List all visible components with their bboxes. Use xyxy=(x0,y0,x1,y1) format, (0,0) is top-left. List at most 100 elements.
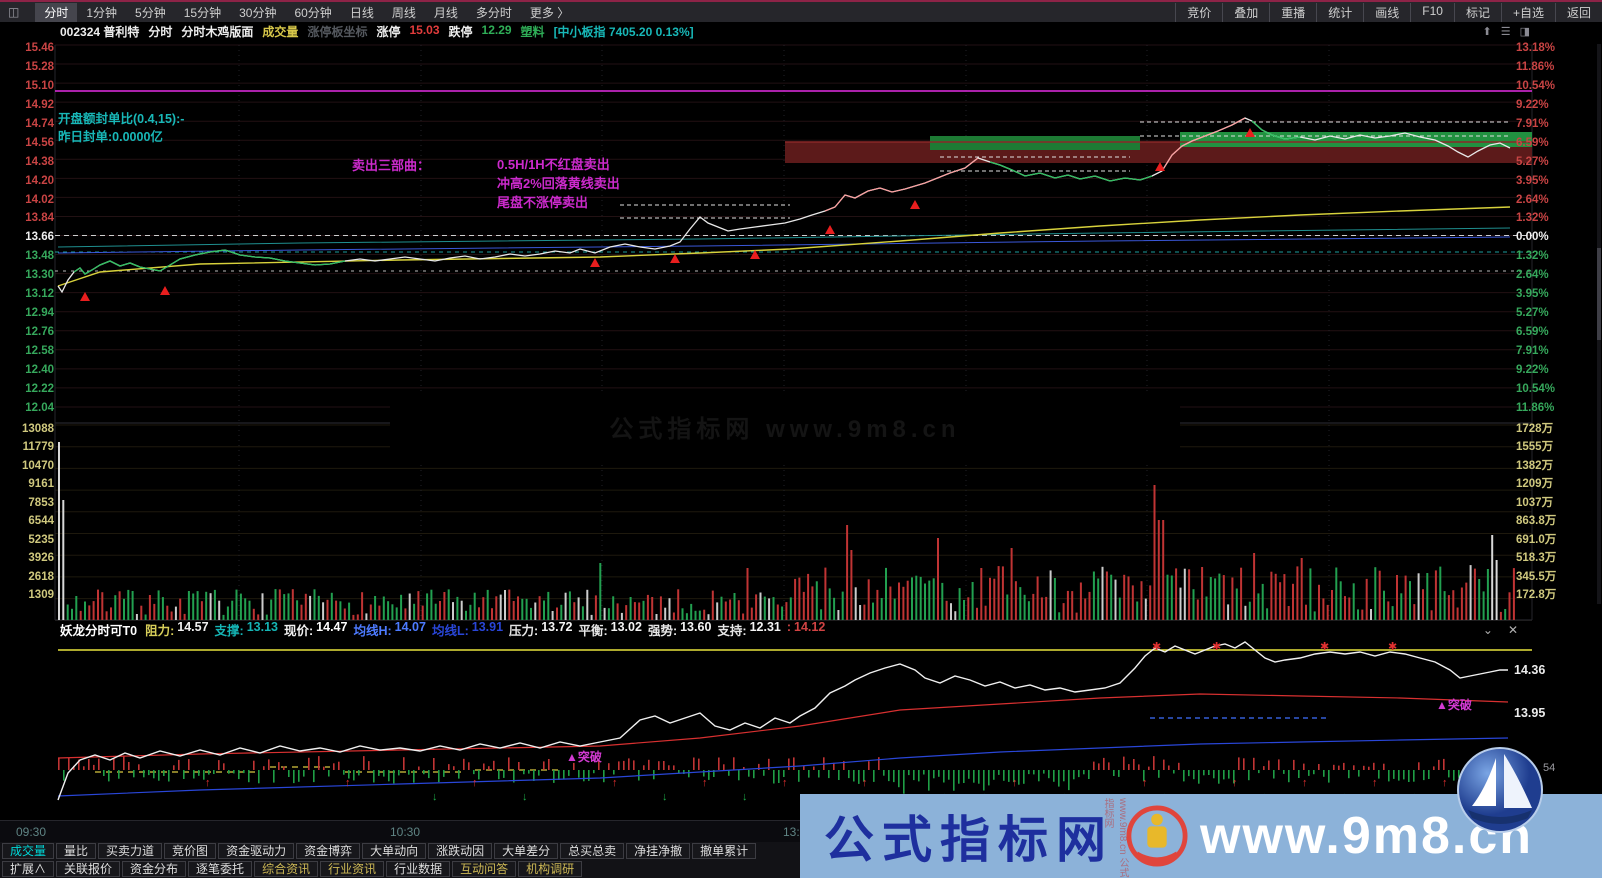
bottom-tab[interactable]: 净挂净撤 xyxy=(626,842,691,859)
watermark-site-name: 公式指标网 xyxy=(824,812,1114,868)
bottom-tab[interactable]: 成交量 xyxy=(2,842,55,859)
bottom-tab[interactable]: 大单差分 xyxy=(494,842,559,859)
info-bar-icons: ⬆ ☰ ◨ xyxy=(1483,25,1531,38)
volume-tick: 1037万 xyxy=(1516,496,1554,509)
breakout-label: ▲突破 xyxy=(1436,698,1472,712)
bottom-tab[interactable]: 互动问答 xyxy=(452,860,517,877)
svg-text:↑: ↑ xyxy=(1142,777,1148,789)
bottom-tab[interactable]: 竞价图 xyxy=(164,842,217,859)
period-menu-item[interactable]: 日线 xyxy=(349,5,374,20)
sell-rule-line: 0.5H/1H不红盘卖出 xyxy=(497,157,610,172)
bottom-tab[interactable]: 资金分布 xyxy=(122,860,187,877)
period-menu-item[interactable]: 5分钟 xyxy=(135,5,166,20)
volume-tick: 10470 xyxy=(22,459,54,472)
indicator-field: 均线H: 14.07 xyxy=(353,620,426,638)
indicator-field: :14.12 xyxy=(786,620,826,634)
stock-info-segment: 涨停 xyxy=(376,24,401,39)
top-menu-bar: ◫ 分时 1分钟 5分钟 15分钟 30分钟 60分钟 日线 周线 月线 多分时 更多 〉 竞价 叠加… xyxy=(0,0,1602,22)
tool-menu-item[interactable]: 画线 xyxy=(1363,2,1410,22)
price-tick: 13.66 xyxy=(25,231,54,244)
sell-rule-title: 卖出三部曲： xyxy=(352,158,431,173)
volume-tick: 1728万 xyxy=(1516,423,1554,435)
indicator-field: 阻力: 14.57 xyxy=(145,620,209,638)
volume-tick: 2618 xyxy=(28,570,54,583)
indicator-field: 压力: 13.72 xyxy=(509,620,573,638)
bottom-tab[interactable]: 资金驱动力 xyxy=(218,842,295,859)
bottom-tab[interactable]: 行业资讯 xyxy=(320,860,385,877)
volume-tick: 7853 xyxy=(28,496,54,509)
bottom-tab[interactable]: 逐笔委托 xyxy=(188,860,253,877)
indicator-subchart[interactable]: ↑↑↑↑↑↑↑↑↑↑↑↑↑↑↓↓↓↓↓↓↓↓↓↓↓↓↓ xyxy=(0,640,1602,822)
bottom-tab[interactable]: 综合资讯 xyxy=(254,860,319,877)
bottom-tab[interactable]: 大单动向 xyxy=(362,842,427,859)
stock-info-bar: 002324 普利特 分时 分时木鸡版面 成交量 涨停板坐标 涨停 15.03 跌停 12.29… xyxy=(0,22,1602,40)
volume-tick: 9161 xyxy=(28,478,54,491)
blacked-watermark-box: 公式指标网 www.9m8.cn xyxy=(390,391,1180,462)
signal-star-icon: ✱ xyxy=(1152,641,1162,653)
bottom-tab[interactable]: 撤单累计 xyxy=(692,842,757,859)
tool-menu-item[interactable]: 重播 xyxy=(1269,2,1316,22)
info-bar-icon[interactable]: ☰ xyxy=(1500,25,1511,38)
price-tick: 12.40 xyxy=(25,363,54,376)
period-menu-item[interactable]: 周线 xyxy=(391,5,416,20)
period-menu-item[interactable]: 多分时 xyxy=(475,5,512,20)
price-axis-left: 15.46 15.28 15.10 14.92 14.74 14.56 14.38 14.20… xyxy=(4,42,54,414)
intraday-chart-pane[interactable] xyxy=(0,40,1602,622)
price-tick: 12.94 xyxy=(25,307,54,320)
bottom-tab[interactable]: 买卖力道 xyxy=(98,842,163,859)
period-menu-item[interactable]: 1分钟 xyxy=(86,5,118,20)
indicator-field: 平衡: 13.02 xyxy=(578,620,642,638)
tool-menu-item[interactable]: 返回 xyxy=(1554,2,1602,22)
svg-text:↑: ↑ xyxy=(205,777,211,789)
tool-menu-item[interactable]: 竞价 xyxy=(1175,2,1222,22)
volume-tick: 863.8万 xyxy=(1516,515,1557,528)
tool-menu-item[interactable]: F10 xyxy=(1410,2,1454,22)
tool-menu-item[interactable]: 标记 xyxy=(1453,2,1501,22)
period-menu-item[interactable]: 更多 〉 xyxy=(529,5,570,20)
price-tick: 14.20 xyxy=(25,174,54,187)
volume-tick: 1209万 xyxy=(1516,478,1554,491)
indicator-field: 支持: 12.31 xyxy=(717,620,781,638)
period-menu-item[interactable]: 30分钟 xyxy=(239,5,277,20)
volume-axis-right: 1728万 1555万 1382万 1209万 1037万 863.8万 691.0万 518… xyxy=(1516,423,1586,601)
price-tick: 15.28 xyxy=(25,60,54,73)
percent-tick: 5.27% xyxy=(1516,155,1549,168)
window-layout-icon[interactable]: ◫ xyxy=(8,5,20,19)
stock-info-segment: 15.03 xyxy=(409,22,440,37)
bottom-tab[interactable]: 资金博弈 xyxy=(296,842,361,859)
indicator-field: 现价: 14.47 xyxy=(284,620,348,638)
percent-tick: 10.54% xyxy=(1516,79,1556,92)
indicator-fields: 阻力: 14.57 支撑: 13.13 现价: 14.47 均线H: 14.07 均线L: 13.… xyxy=(145,620,831,639)
bottom-tab[interactable]: 总买总卖 xyxy=(560,842,625,859)
tool-menu-item[interactable]: 统计 xyxy=(1316,2,1363,22)
percent-tick: 2.64% xyxy=(1516,193,1549,206)
percent-tick: 5.27% xyxy=(1516,307,1549,320)
tool-menu-item[interactable]: +自选 xyxy=(1500,2,1555,22)
bottom-tab[interactable]: 涨跌动因 xyxy=(428,842,493,859)
bottom-tab[interactable]: 量比 xyxy=(56,842,97,859)
bottom-tab[interactable]: 关联报价 xyxy=(56,860,121,877)
stock-info-segment: 分时木鸡版面 xyxy=(181,24,254,39)
volume-tick: 3926 xyxy=(28,552,54,565)
bottom-tab[interactable]: 行业数据 xyxy=(386,860,451,877)
prev-seal-note: 昨日封单:0.0000亿 xyxy=(58,130,163,144)
period-menu-item[interactable]: 15分钟 xyxy=(183,5,222,20)
bottom-tab[interactable]: 机构调研 xyxy=(518,860,583,877)
indicator-title: 妖龙分时可T0 xyxy=(60,624,138,638)
tool-menu-item[interactable]: 叠加 xyxy=(1222,2,1269,22)
volume-tick: 5235 xyxy=(28,533,54,546)
period-menu-item[interactable]: 分时 xyxy=(35,2,78,22)
collapse-icon[interactable]: ⌄ xyxy=(1482,622,1493,637)
signal-star-icon: ✱ xyxy=(1212,641,1222,653)
period-menu-item[interactable]: 60分钟 xyxy=(294,5,332,20)
info-bar-icon[interactable]: ⬆ xyxy=(1482,25,1492,38)
period-menu-item[interactable]: 月线 xyxy=(433,5,458,20)
close-icon[interactable]: ✕ xyxy=(1507,622,1518,637)
percent-tick: 11.86% xyxy=(1516,60,1555,73)
bottom-tab[interactable]: 扩展∧ xyxy=(2,860,55,877)
info-bar-icon[interactable]: ◨ xyxy=(1519,25,1530,38)
right-scrollbar-thumb[interactable] xyxy=(1597,248,1601,340)
price-tick: 14.38 xyxy=(25,155,54,168)
indicator-field: 均线L: 13.91 xyxy=(431,620,504,638)
price-tick: 12.58 xyxy=(25,345,54,357)
